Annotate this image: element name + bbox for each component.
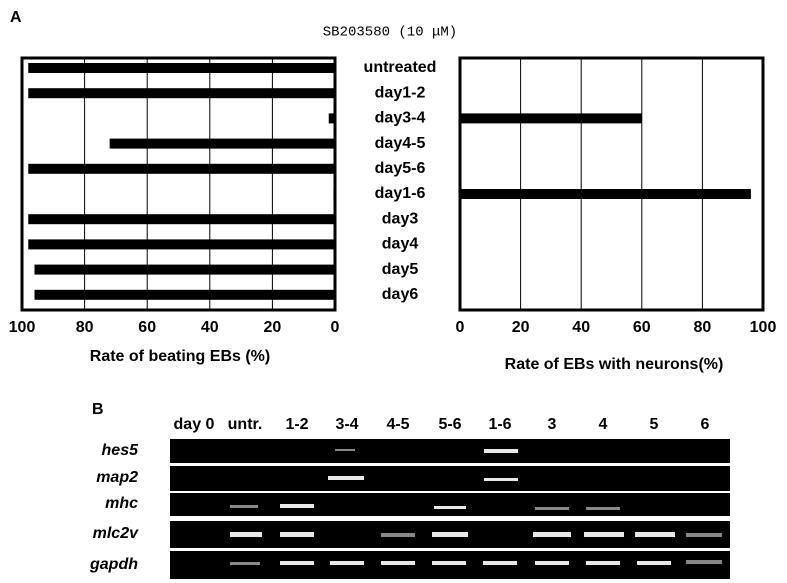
bar xyxy=(460,164,461,174)
x-tick-label: 80 xyxy=(76,319,94,336)
gel-band xyxy=(686,533,722,537)
category-label: day1-2 xyxy=(375,84,426,101)
x-axis-label: Rate of EBs with neurons(%) xyxy=(505,356,724,373)
category-label: day3-4 xyxy=(375,110,426,127)
panel-label: B xyxy=(92,401,104,418)
gel-band xyxy=(483,561,517,565)
x-tick-label: 60 xyxy=(633,319,651,336)
category-label: day1-6 xyxy=(375,185,426,202)
gel xyxy=(170,439,730,579)
bar xyxy=(333,189,335,199)
bar xyxy=(460,113,642,123)
bar xyxy=(460,290,461,300)
gel-band xyxy=(686,560,722,564)
bar xyxy=(460,265,461,275)
figure-title: SB203580 (10 μM) xyxy=(323,25,457,41)
gel-row xyxy=(170,439,730,463)
x-tick-label: 20 xyxy=(512,319,530,336)
gel-band xyxy=(280,504,314,508)
gel-band xyxy=(328,476,364,480)
gel-band xyxy=(637,561,671,565)
gel-band xyxy=(484,449,518,453)
gel-band xyxy=(535,507,569,510)
gel-band xyxy=(584,532,624,537)
bar xyxy=(329,113,335,123)
gel-band xyxy=(381,561,415,565)
x-tick-label: 20 xyxy=(264,319,282,336)
gene-label: mhc xyxy=(105,495,138,512)
lane-label: 3 xyxy=(548,416,557,433)
gene-label: mlc2v xyxy=(93,525,139,542)
lane-label: 5-6 xyxy=(438,416,461,433)
gel-band xyxy=(230,505,258,508)
gel-band xyxy=(230,562,260,565)
lane-label: 4-5 xyxy=(386,416,409,433)
gel-band xyxy=(434,506,466,509)
bar xyxy=(460,63,461,73)
gene-label: gapdh xyxy=(89,556,138,573)
bar xyxy=(28,239,335,249)
x-tick-label: 100 xyxy=(9,319,36,336)
x-tick-label: 100 xyxy=(750,319,777,336)
x-tick-label: 40 xyxy=(201,319,219,336)
gel-row xyxy=(170,466,730,491)
bar xyxy=(110,139,335,149)
x-tick-label: 80 xyxy=(694,319,712,336)
category-label: day5 xyxy=(382,261,419,278)
gel-band xyxy=(381,533,415,537)
gel-band xyxy=(335,449,355,451)
gel-band xyxy=(535,561,569,565)
category-label: untreated xyxy=(364,59,437,76)
bar xyxy=(460,139,461,149)
x-tick-label: 0 xyxy=(456,319,465,336)
gene-label: hes5 xyxy=(102,442,140,459)
gel-band xyxy=(230,532,262,537)
bar xyxy=(460,214,461,224)
bar xyxy=(28,214,335,224)
bar xyxy=(460,189,751,199)
bar xyxy=(35,265,335,275)
lane-label: 1-2 xyxy=(285,416,308,433)
bar xyxy=(460,239,461,249)
gel-band xyxy=(635,532,675,537)
plot-frame xyxy=(460,58,763,310)
bar xyxy=(28,88,335,98)
gel-band xyxy=(280,561,314,565)
gel-band xyxy=(586,507,620,510)
category-label: day4-5 xyxy=(375,135,426,152)
gel-band xyxy=(432,532,468,537)
lane-label: 5 xyxy=(650,416,659,433)
lane-label: day 0 xyxy=(174,416,215,433)
category-label: day4 xyxy=(382,236,419,253)
panel-label: A xyxy=(10,9,22,26)
x-tick-label: 40 xyxy=(572,319,590,336)
lane-label: 3-4 xyxy=(335,416,358,433)
figure: A SB203580 (10 μM) B xyxy=(0,0,787,583)
gel-band xyxy=(586,561,620,565)
lane-label: 4 xyxy=(599,416,608,433)
bar xyxy=(28,63,335,73)
gel-band xyxy=(330,561,364,565)
category-label: day5-6 xyxy=(375,160,426,177)
gel-band xyxy=(484,478,518,481)
lane-label: 6 xyxy=(701,416,710,433)
lane-label: 1-6 xyxy=(488,416,511,433)
x-axis-label: Rate of beating EBs (%) xyxy=(90,348,270,365)
bar xyxy=(28,164,335,174)
gel-band xyxy=(533,532,571,537)
gel-band xyxy=(432,561,466,565)
gel-band xyxy=(280,532,314,537)
category-label: day3 xyxy=(382,210,419,227)
gel-row xyxy=(170,493,730,516)
bar xyxy=(35,290,335,300)
lane-label: untr. xyxy=(228,416,263,433)
gene-label: map2 xyxy=(96,469,138,486)
x-tick-label: 60 xyxy=(138,319,156,336)
bar xyxy=(460,88,461,98)
x-tick-label: 0 xyxy=(331,319,340,336)
category-label: day6 xyxy=(382,286,419,303)
